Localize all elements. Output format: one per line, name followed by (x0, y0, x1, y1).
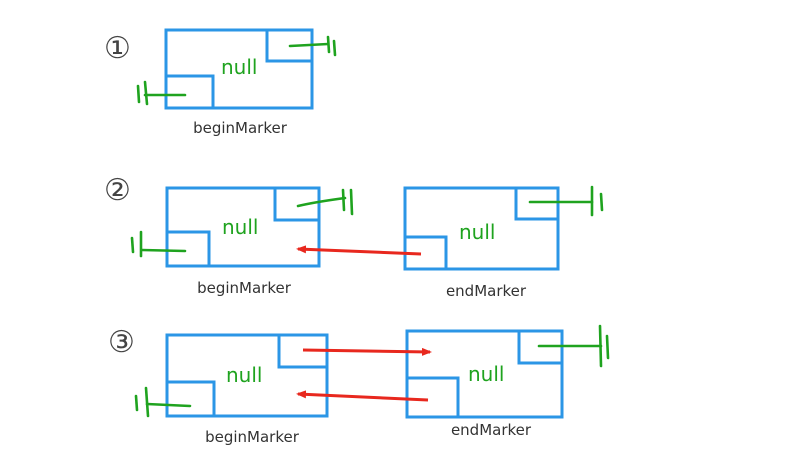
step-1: ① null beginMarker (104, 28, 337, 137)
step-3-end-marker-node: null (405, 329, 564, 419)
null-ground-icon (288, 35, 337, 57)
null-label: null (459, 220, 495, 244)
end-marker-label: endMarker (446, 282, 527, 300)
prev-pointer-cell (164, 74, 215, 110)
node-box (164, 28, 314, 110)
prev-link-arrow (296, 390, 429, 402)
step-1-number: ① (104, 31, 131, 66)
null-label: null (222, 215, 258, 239)
null-ground-icon (296, 188, 354, 216)
next-pointer-cell (514, 186, 560, 221)
step-3: ③ null beginMarker null endMarker (108, 324, 610, 446)
begin-marker-label: beginMarker (205, 428, 300, 446)
begin-marker-label: beginMarker (197, 279, 292, 297)
step-2-begin-marker-node: null (165, 186, 321, 268)
step-3-begin-marker-node: null (165, 333, 329, 418)
null-ground-icon (528, 185, 604, 217)
prev-pointer-cell (165, 230, 211, 268)
prev-link-arrow (296, 245, 422, 256)
step-2: ② null beginMarker null (104, 173, 604, 300)
step-2-number: ② (104, 173, 131, 208)
null-ground-icon (136, 80, 187, 106)
step-3-number: ③ (108, 325, 135, 360)
null-ground-icon (134, 386, 192, 418)
begin-marker-label: beginMarker (193, 119, 288, 137)
node-box (165, 186, 321, 268)
null-ground-icon (130, 230, 187, 258)
null-label: null (226, 363, 262, 387)
step-2-end-marker-node: null (403, 186, 560, 271)
node-box (165, 333, 329, 418)
null-ground-icon (537, 324, 610, 368)
null-label: null (221, 55, 257, 79)
node-box (403, 186, 560, 271)
end-marker-label: endMarker (451, 421, 532, 439)
next-pointer-cell (273, 186, 321, 222)
null-label: null (468, 362, 504, 386)
node-box (405, 329, 564, 419)
next-link-arrow (302, 347, 432, 356)
prev-pointer-cell (165, 380, 216, 418)
step-1-begin-marker-node: null (164, 28, 314, 110)
prev-pointer-cell (405, 376, 460, 419)
